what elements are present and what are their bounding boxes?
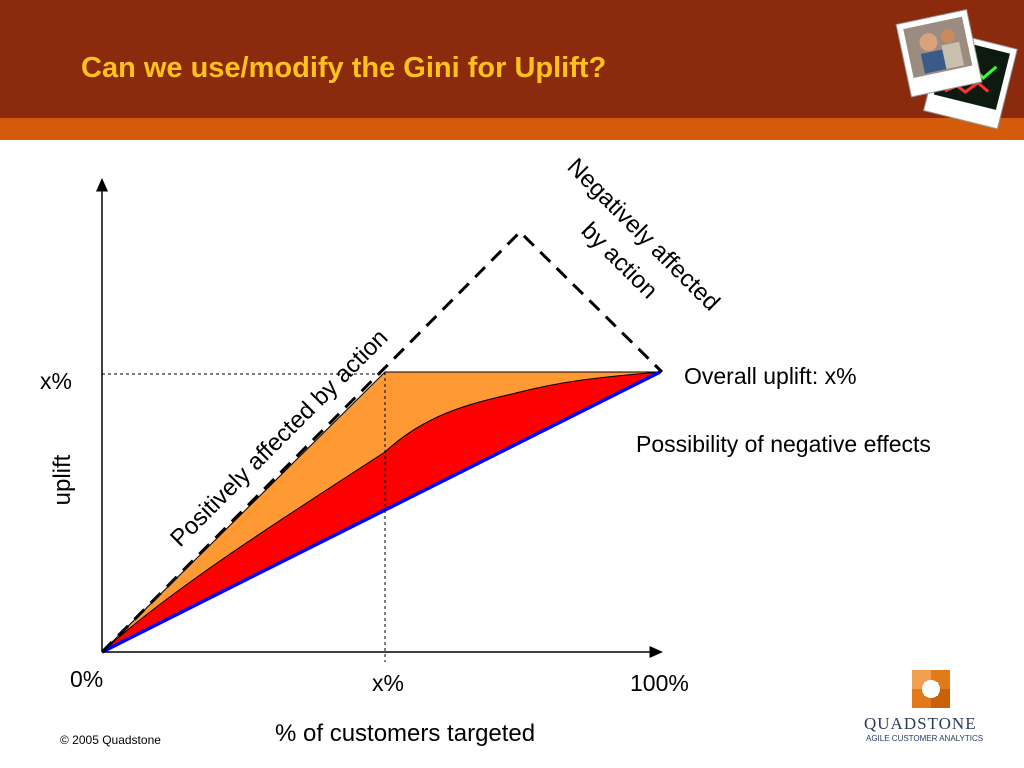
negative-effects-label: Possibility of negative effects [636, 431, 931, 457]
x-tick-0: 0% [70, 666, 104, 692]
quadstone-logo: QUADSTONE AGILE CUSTOMER ANALYTICS [860, 668, 1005, 748]
slide-header-stripe [0, 118, 1024, 140]
x-tick-mid: x% [372, 670, 404, 696]
quadstone-logo-icon [912, 670, 950, 708]
envelope-dashed-line [100, 229, 664, 654]
overall-uplift-label: Overall uplift: x% [684, 363, 857, 389]
logo-name: QUADSTONE [864, 714, 977, 733]
slide-header-band [0, 0, 1024, 118]
y-tick-label: x% [40, 368, 72, 394]
slide-title: Can we use/modify the Gini for Uplift? [81, 52, 607, 84]
photos-decoration-icon [895, 8, 1018, 130]
random-baseline [101, 370, 661, 654]
y-axis-label: uplift [49, 454, 76, 505]
x-tick-100: 100% [630, 670, 689, 696]
logo-tagline: AGILE CUSTOMER ANALYTICS [866, 734, 984, 743]
x-axis-label: % of customers targeted [275, 720, 536, 747]
copyright-footer: © 2005 Quadstone [60, 733, 161, 747]
